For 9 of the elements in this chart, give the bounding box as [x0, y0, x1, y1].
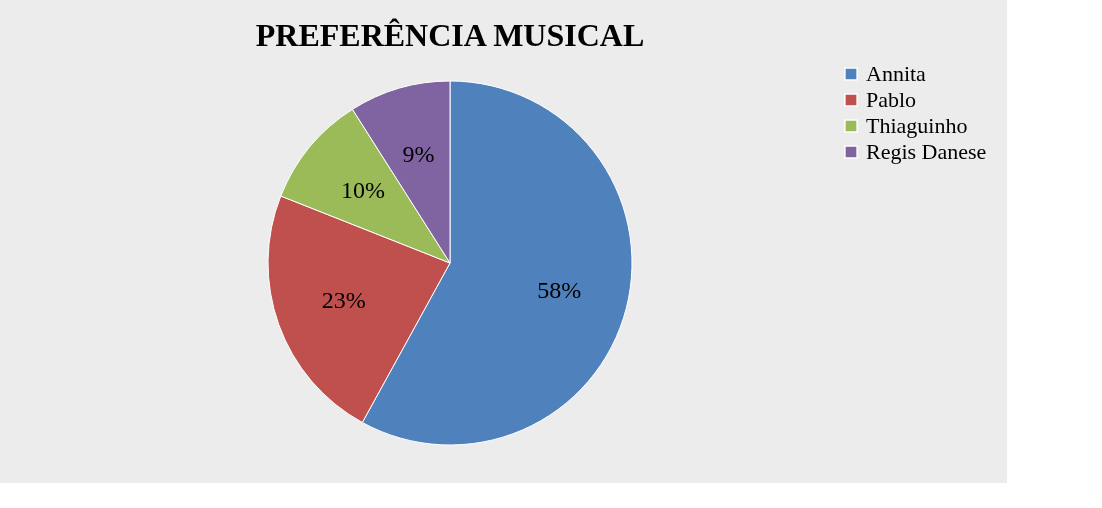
legend-label: Annita	[866, 61, 927, 86]
data-label: 10%	[341, 177, 386, 204]
legend-label: Pablo	[866, 87, 917, 112]
chart-title: PREFERÊNCIA MUSICAL	[255, 17, 645, 53]
data-label: 23%	[321, 287, 366, 314]
data-label: 9%	[402, 140, 435, 167]
data-label: 58%	[537, 277, 582, 304]
legend-label: Thiaguinho	[866, 113, 968, 138]
legend-label: Regis Danese	[866, 139, 987, 164]
